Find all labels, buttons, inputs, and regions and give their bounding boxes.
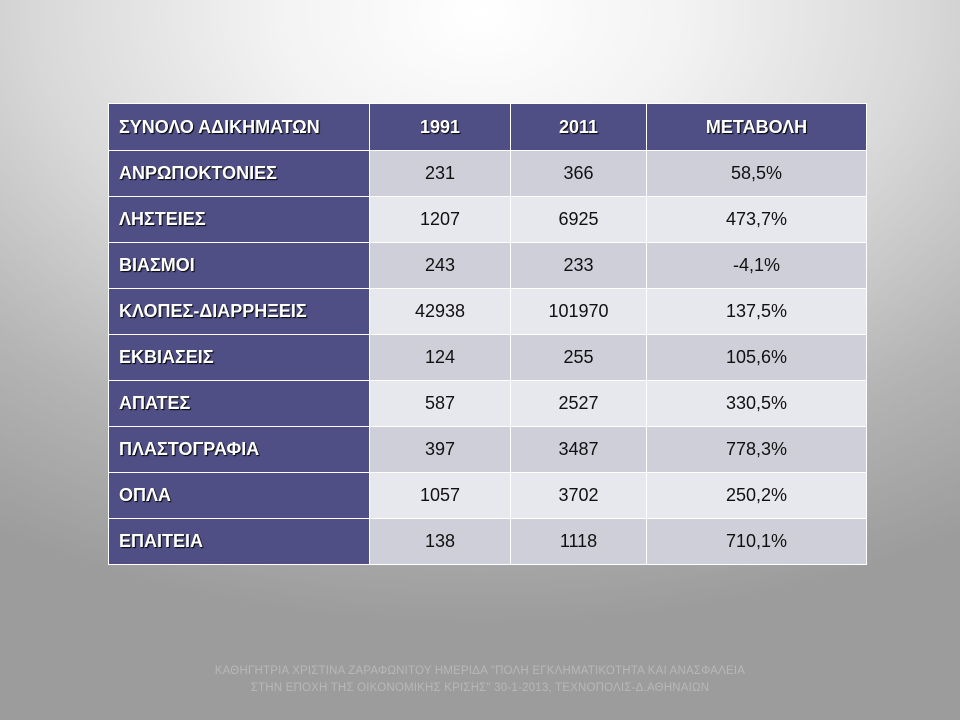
cell-1991: 397 <box>369 426 511 473</box>
table-row: ΠΛΑΣΤΟΓΡΑΦΙΑ 397 3487 778,3% <box>108 426 867 473</box>
cell-change: 58,5% <box>646 150 867 197</box>
cell-1991: 1207 <box>369 196 511 243</box>
table-row: ΛΗΣΤΕΙΕΣ 1207 6925 473,7% <box>108 196 867 243</box>
cell-2011: 3702 <box>510 472 647 519</box>
table-row: ΒΙΑΣΜΟΙ 243 233 -4,1% <box>108 242 867 289</box>
cell-change: 137,5% <box>646 288 867 335</box>
row-label: ΒΙΑΣΜΟΙ <box>108 242 370 289</box>
row-label: ΟΠΛΑ <box>108 472 370 519</box>
cell-1991: 243 <box>369 242 511 289</box>
header-change: ΜΕΤΑΒΟΛΗ <box>646 103 867 151</box>
cell-1991: 42938 <box>369 288 511 335</box>
header-2011: 2011 <box>510 103 647 151</box>
table-row: ΟΠΛΑ 1057 3702 250,2% <box>108 472 867 519</box>
row-label: ΛΗΣΤΕΙΕΣ <box>108 196 370 243</box>
row-label: ΠΛΑΣΤΟΓΡΑΦΙΑ <box>108 426 370 473</box>
cell-2011: 2527 <box>510 380 647 427</box>
cell-2011: 366 <box>510 150 647 197</box>
cell-1991: 231 <box>369 150 511 197</box>
table-row: ΑΝΡΩΠΟΚΤΟΝΙΕΣ 231 366 58,5% <box>108 150 867 197</box>
cell-change: -4,1% <box>646 242 867 289</box>
cell-1991: 1057 <box>369 472 511 519</box>
cell-change: 250,2% <box>646 472 867 519</box>
cell-1991: 587 <box>369 380 511 427</box>
row-label: ΑΠΑΤΕΣ <box>108 380 370 427</box>
cell-change: 710,1% <box>646 518 867 565</box>
cell-1991: 138 <box>369 518 511 565</box>
table-header-row: ΣΥΝΟΛΟ ΑΔΙΚΗΜΑΤΩΝ 1991 2011 ΜΕΤΑΒΟΛΗ <box>108 103 867 151</box>
header-total-offences: ΣΥΝΟΛΟ ΑΔΙΚΗΜΑΤΩΝ <box>108 103 370 151</box>
cell-change: 473,7% <box>646 196 867 243</box>
cell-change: 330,5% <box>646 380 867 427</box>
cell-change: 778,3% <box>646 426 867 473</box>
row-label: ΑΝΡΩΠΟΚΤΟΝΙΕΣ <box>108 150 370 197</box>
slide-footer: ΚΑΘΗΓΗΤΡΙΑ ΧΡΙΣΤΙΝΑ ΖΑΡΑΦΩΝΙΤΟΥ ΗΜΕΡΙΔΑ … <box>140 663 820 697</box>
table-row: ΕΚΒΙΑΣΕΙΣ 124 255 105,6% <box>108 334 867 381</box>
cell-2011: 3487 <box>510 426 647 473</box>
cell-change: 105,6% <box>646 334 867 381</box>
row-label: ΕΚΒΙΑΣΕΙΣ <box>108 334 370 381</box>
cell-1991: 124 <box>369 334 511 381</box>
row-label: ΕΠΑΙΤΕΙΑ <box>108 518 370 565</box>
table-row: ΕΠΑΙΤΕΙΑ 138 1118 710,1% <box>108 518 867 565</box>
footer-line-1: ΚΑΘΗΓΗΤΡΙΑ ΧΡΙΣΤΙΝΑ ΖΑΡΑΦΩΝΙΤΟΥ ΗΜΕΡΙΔΑ … <box>214 665 746 677</box>
cell-2011: 233 <box>510 242 647 289</box>
table-row: ΑΠΑΤΕΣ 587 2527 330,5% <box>108 380 867 427</box>
table-row: ΚΛΟΠΕΣ-ΔΙΑΡΡΗΞΕΙΣ 42938 101970 137,5% <box>108 288 867 335</box>
row-label: ΚΛΟΠΕΣ-ΔΙΑΡΡΗΞΕΙΣ <box>108 288 370 335</box>
footer-line-2: ΣΤΗΝ ΕΠΟΧΗ ΤΗΣ ΟΙΚΟΝΟΜΙΚΗΣ ΚΡΙΣΗΣ" 30-1-… <box>250 682 710 694</box>
header-1991: 1991 <box>369 103 511 151</box>
cell-2011: 6925 <box>510 196 647 243</box>
cell-2011: 1118 <box>510 518 647 565</box>
crime-statistics-table: ΣΥΝΟΛΟ ΑΔΙΚΗΜΑΤΩΝ 1991 2011 ΜΕΤΑΒΟΛΗ ΑΝΡ… <box>108 103 867 565</box>
cell-2011: 255 <box>510 334 647 381</box>
cell-2011: 101970 <box>510 288 647 335</box>
